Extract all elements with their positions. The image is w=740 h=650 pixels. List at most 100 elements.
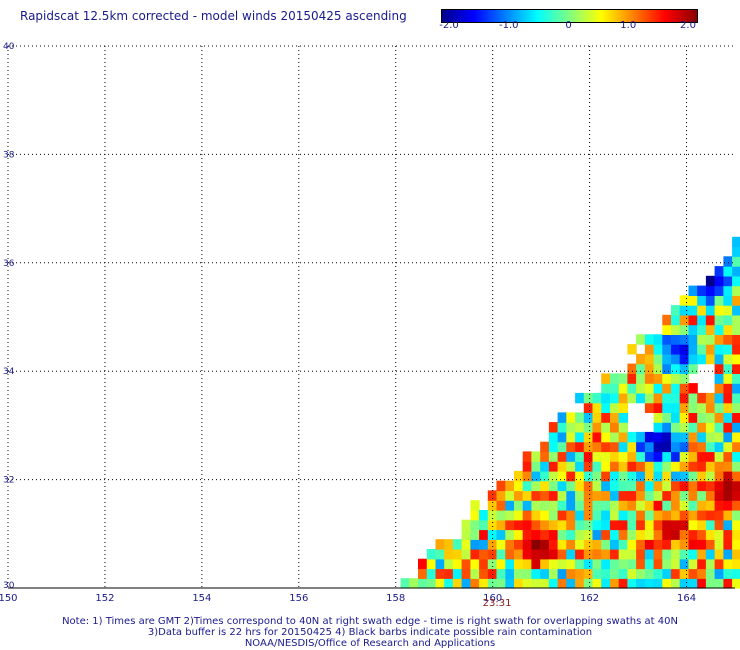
swath-cell <box>522 519 532 531</box>
swath-cell <box>531 470 541 482</box>
swath-cell <box>601 539 611 550</box>
swath-cell <box>618 402 628 413</box>
swath-cell <box>688 558 698 570</box>
y-tick-label: 30 <box>3 581 15 591</box>
x-tick-labels: 150 152 154 156 158 160 162 164 <box>0 593 696 604</box>
swath-cell <box>592 500 602 511</box>
swath-cell <box>548 431 559 443</box>
swath-cell <box>662 451 672 462</box>
swath-cell <box>496 539 506 550</box>
swath-cell <box>470 558 480 570</box>
swath-cell <box>671 539 681 550</box>
swath-cell <box>662 510 672 521</box>
swath-cell <box>688 431 698 443</box>
swath-cell <box>697 412 707 423</box>
swath-cell <box>583 568 594 579</box>
swath-cell <box>435 578 445 589</box>
swath-cell <box>714 578 724 589</box>
swath-cell <box>505 549 515 560</box>
swath-cell <box>540 480 550 492</box>
swath-cell <box>705 510 716 521</box>
swath-cell <box>496 568 506 579</box>
swath-cell <box>522 500 532 511</box>
swath-cell <box>732 578 740 589</box>
swath-cell <box>732 422 740 433</box>
swath-cell <box>452 539 463 550</box>
swath-cell <box>644 461 655 472</box>
swath-cell <box>444 549 454 560</box>
swath-cell <box>697 510 707 521</box>
swath-cell <box>671 490 681 501</box>
swath-cell <box>618 529 628 540</box>
swath-cell <box>644 344 655 355</box>
swath-cell <box>627 529 637 540</box>
swath-cell <box>644 441 655 453</box>
swath-cell <box>540 470 550 482</box>
swath-cell <box>566 549 576 560</box>
swath-cell <box>479 539 489 550</box>
swath-cell <box>705 392 716 404</box>
swath-cell <box>592 402 602 413</box>
swath-cell <box>566 422 576 433</box>
time-annotation: 23:31 <box>482 598 512 609</box>
swath-cell <box>514 519 524 531</box>
swath-cell <box>592 441 602 453</box>
x-tick-label: 158 <box>386 593 405 604</box>
swath-cell <box>714 344 724 355</box>
swath-cell <box>592 519 602 531</box>
swath-cell <box>627 539 637 550</box>
swath-cell <box>653 549 663 560</box>
swath-cell <box>548 441 559 453</box>
swath-cell <box>583 441 594 453</box>
swath-cell <box>610 539 620 550</box>
swath-cell <box>662 539 672 550</box>
swath-cell <box>557 510 567 521</box>
swath-cell <box>618 392 628 404</box>
swath-cell <box>601 422 611 433</box>
swath-cell <box>505 558 515 570</box>
swath-cell <box>566 412 576 423</box>
swath-cell <box>671 383 681 394</box>
swath-cell <box>732 568 740 579</box>
swath-cell <box>636 334 646 345</box>
swath-cell <box>697 441 707 453</box>
swath-cell <box>688 451 698 462</box>
swath-cell <box>644 480 655 492</box>
swath-cell <box>714 295 724 306</box>
swath-cell <box>496 519 506 531</box>
swath-cell <box>732 305 740 316</box>
swath-cell <box>653 490 663 501</box>
swath-cell <box>522 490 532 501</box>
swath-cell <box>714 519 724 531</box>
swath-cell <box>496 480 506 492</box>
swath-cell <box>470 539 480 550</box>
swath-cell <box>688 305 698 316</box>
swath-cell <box>618 578 628 589</box>
swath-cell <box>705 461 716 472</box>
swath-cell <box>487 558 498 570</box>
swath-cell <box>592 431 602 443</box>
swath-cell <box>444 568 454 579</box>
swath-cell <box>452 568 463 579</box>
swath-cell <box>644 500 655 511</box>
swath-cell <box>732 236 740 248</box>
swath-cell <box>732 519 740 531</box>
swath-cell <box>723 363 733 374</box>
swath-cell <box>662 383 672 394</box>
swath-cell <box>688 285 698 296</box>
swath-cell <box>548 529 559 540</box>
swath-cell <box>653 402 663 413</box>
swath-cell <box>697 324 707 335</box>
swath-cell <box>575 558 585 570</box>
swath-cell <box>714 392 724 404</box>
swath-cell <box>531 519 541 531</box>
swath-cell <box>601 500 611 511</box>
swath-cell <box>575 549 585 560</box>
swath-cell <box>653 558 663 570</box>
swath-cell <box>496 490 506 501</box>
swath-cell <box>732 529 740 540</box>
swath-cell <box>583 549 594 560</box>
swath-cell <box>601 373 611 384</box>
swath-cell <box>671 324 681 335</box>
swath-cell <box>479 529 489 540</box>
